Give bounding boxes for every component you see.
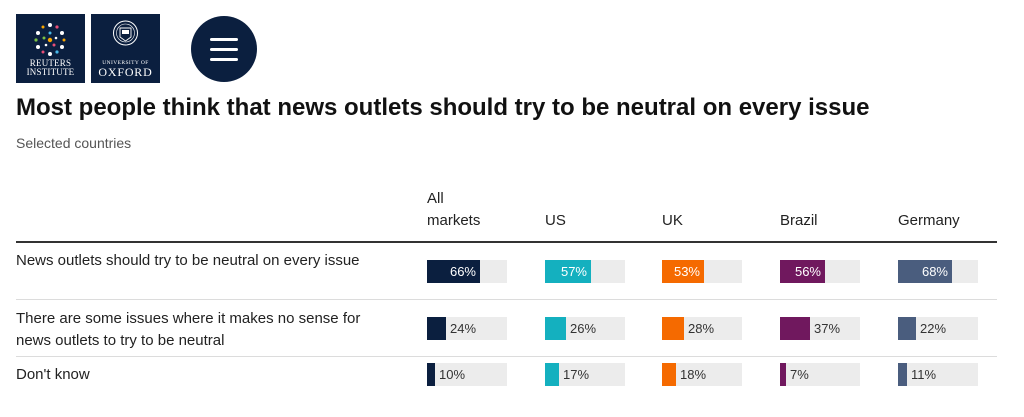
bar-track: 24%	[427, 317, 507, 340]
data-label: 22%	[920, 321, 947, 336]
data-label: 37%	[814, 321, 841, 336]
bar-track: 37%	[780, 317, 860, 340]
bar	[427, 260, 480, 283]
data-label: 11%	[911, 367, 937, 382]
chart-title: Most people think that news outlets shou…	[16, 94, 870, 121]
row-label: There are some issues where it makes no …	[16, 310, 361, 349]
data-label: 10%	[439, 367, 466, 382]
data-label: 24%	[450, 321, 477, 336]
bar-track: 11%	[898, 363, 978, 386]
bar	[898, 363, 907, 386]
bar	[545, 260, 591, 283]
bar	[545, 317, 566, 340]
reuters-institute-logo[interactable]: REUTERS INSTITUTE	[16, 14, 85, 83]
bar-track: 7%	[780, 363, 860, 386]
bar-track: 68%	[898, 260, 978, 283]
row-label: Don't know	[16, 366, 90, 383]
bar	[662, 363, 676, 386]
bar	[780, 317, 810, 340]
bar-track: 18%	[662, 363, 742, 386]
row-divider	[16, 299, 997, 300]
bar-track: 53%	[662, 260, 742, 283]
data-label: 26%	[570, 321, 597, 336]
bar-track: 56%	[780, 260, 860, 283]
oxford-crest-icon	[113, 20, 138, 46]
bar-track: 28%	[662, 317, 742, 340]
bar-track: 57%	[545, 260, 625, 283]
bar-track: 26%	[545, 317, 625, 340]
oxford-logo-small-text: UNIVERSITY OF	[102, 59, 149, 66]
hamburger-menu-icon	[210, 48, 238, 51]
column-header: All markets	[427, 190, 481, 229]
bar-track: 17%	[545, 363, 625, 386]
reuters-dots-icon	[34, 23, 66, 56]
bar	[427, 363, 435, 386]
chart-subtitle: Selected countries	[16, 135, 132, 151]
hamburger-menu-icon	[210, 58, 238, 61]
menu-button[interactable]	[191, 16, 257, 82]
data-label: 66%	[449, 264, 476, 279]
bar	[780, 363, 786, 386]
data-label: 18%	[680, 367, 707, 382]
oxford-logo[interactable]: UNIVERSITY OF OXFORD	[91, 14, 160, 83]
oxford-logo-text: OXFORD	[98, 65, 153, 79]
row-label: News outlets should try to be neutral on…	[16, 252, 360, 269]
reuters-logo-text: REUTERS INSTITUTE	[26, 58, 75, 77]
data-label: 53%	[673, 264, 700, 279]
bar	[662, 260, 704, 283]
data-label: 57%	[560, 264, 587, 279]
column-header: Brazil	[780, 212, 818, 229]
data-label: 17%	[563, 367, 590, 382]
header-divider	[16, 241, 997, 243]
bar-track: 66%	[427, 260, 507, 283]
bar	[898, 260, 952, 283]
column-header: UK	[662, 212, 683, 229]
bar-track: 22%	[898, 317, 978, 340]
data-label: 56%	[794, 264, 821, 279]
column-header: US	[545, 212, 566, 229]
bar	[662, 317, 684, 340]
data-label: 7%	[790, 367, 809, 382]
bar	[427, 317, 446, 340]
row-divider	[16, 356, 997, 357]
hamburger-menu-icon	[210, 38, 238, 41]
bar	[545, 363, 559, 386]
bar	[780, 260, 825, 283]
bar-track: 10%	[427, 363, 507, 386]
data-label: 68%	[921, 264, 948, 279]
column-header: Germany	[898, 212, 960, 229]
data-label: 28%	[688, 321, 715, 336]
bar	[898, 317, 916, 340]
